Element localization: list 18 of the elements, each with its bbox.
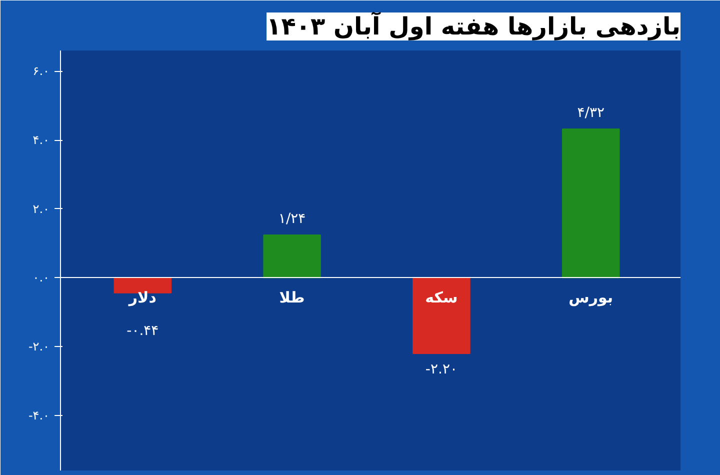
bar [412,277,470,354]
y-tick-label: ۰.۰ [32,270,50,285]
x-tick-label: سکه [425,288,458,307]
y-tick-label: -۴.۰ [28,408,50,422]
x-tick-label: دلار [128,288,157,307]
data-label: ۱/۲۴ [278,211,306,228]
chart-title: بازدهی بازارها هفته اول آبان ۱۴۰۳ [266,12,680,40]
data-label: ۴/۳۲ [577,104,605,121]
bar [263,234,321,278]
x-tick-label: طلا [279,288,305,307]
y-tick-label: ۴.۰ [32,133,50,148]
x-tick-label: بورس [568,288,614,307]
bar [562,128,620,278]
y-tick-label: -۲.۰ [28,340,50,354]
y-tick-label: ۲.۰ [32,202,50,216]
data-label: -۰.۴۴ [126,322,159,339]
data-label: -۲.۲۰ [425,361,458,378]
y-tick-label: ۶.۰ [32,64,50,78]
